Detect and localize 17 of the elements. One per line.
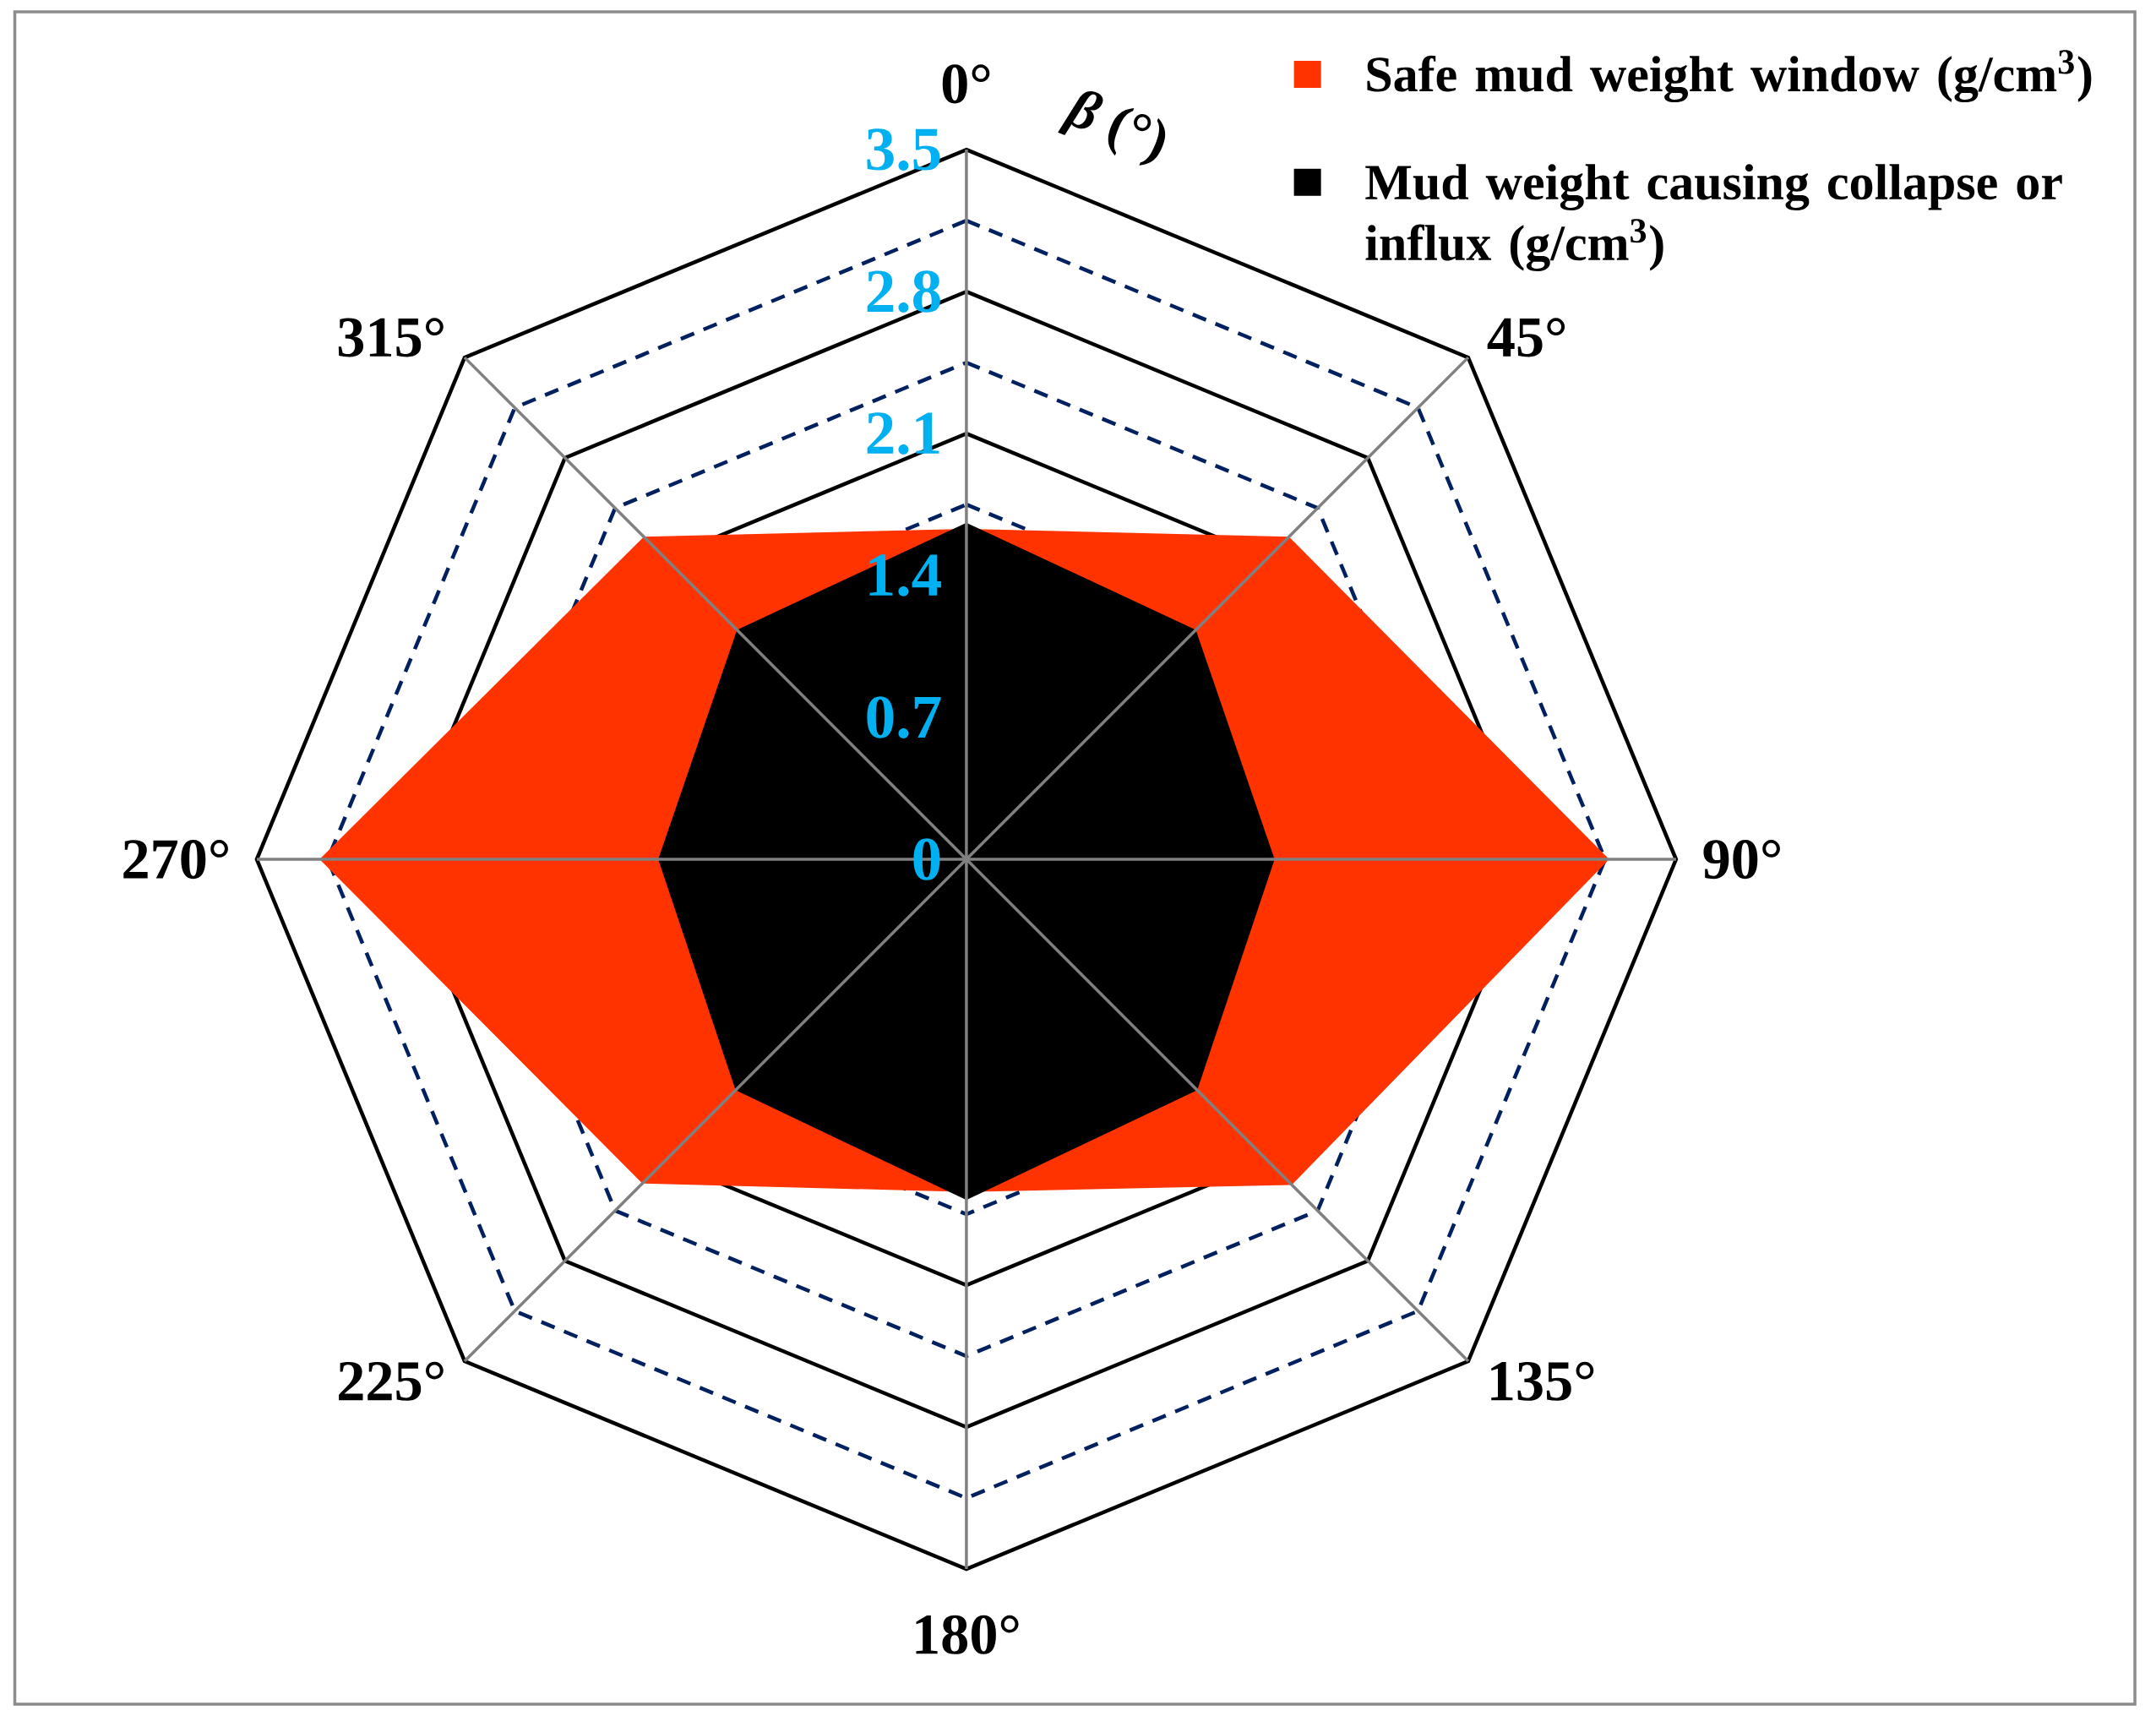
y-tick-label: 0 <box>913 838 940 880</box>
y-tick-label: 1.4 <box>869 554 941 597</box>
spoke-label: 0° <box>942 64 990 104</box>
legend-label: Mud weight causing collapse or influx (g/cm$^{3}$) <box>1365 164 2062 272</box>
spoke-label: 45° <box>1487 318 1565 357</box>
spoke-label: 180° <box>916 1615 1019 1654</box>
y-tick-label: 2.8 <box>867 270 940 313</box>
spoke-label: 225° <box>339 1361 444 1401</box>
spoke-label: 135° <box>1491 1361 1594 1401</box>
y-tick-label: 3.5 <box>867 128 940 171</box>
text: β (°) <box>1058 90 1166 166</box>
spoke-label: 270° <box>123 840 228 880</box>
spoke-label: 90° <box>1703 840 1780 880</box>
spoke-label: 315° <box>338 318 444 357</box>
legend-label: Safe mud weight window (g/cm$^{3}$) <box>1367 50 2092 103</box>
y-tick-label: 0.7 <box>867 696 941 738</box>
y-tick-label: 2.1 <box>867 412 939 455</box>
